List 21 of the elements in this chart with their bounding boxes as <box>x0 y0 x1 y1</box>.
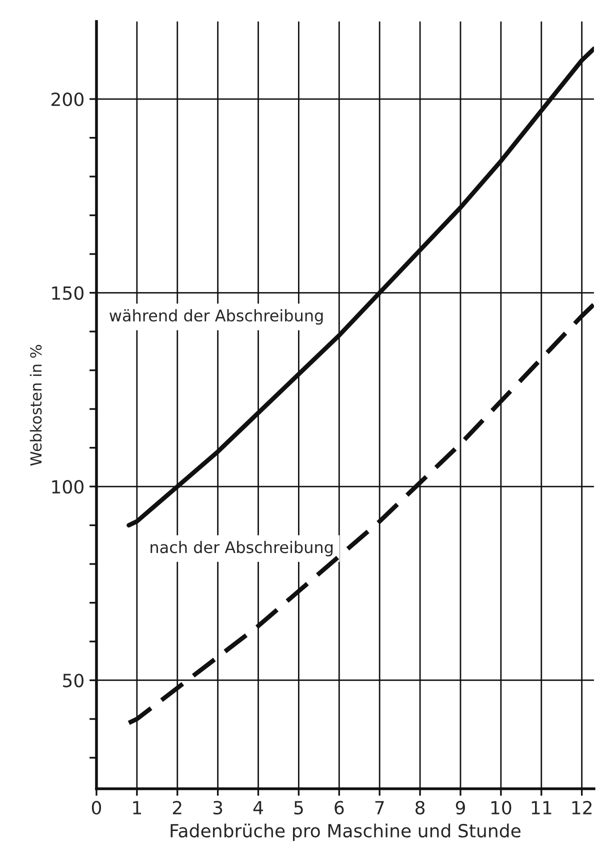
annotation: während der Abschreibung <box>110 309 323 325</box>
x-tick-label: 5 <box>294 801 303 815</box>
x-tick-label: 8 <box>416 800 425 815</box>
x-tick-label: 0 <box>92 800 102 815</box>
x-tick-label: 12 <box>572 800 592 814</box>
y-tick-label: 150 <box>52 286 84 300</box>
x-tick-label: 9 <box>456 800 465 815</box>
y-tick-label: 200 <box>52 92 84 106</box>
x-tick-label: 3 <box>213 800 222 815</box>
x-tick-label: 10 <box>491 800 512 815</box>
x-tick-label: 1 <box>133 801 141 814</box>
x-tick-label: 2 <box>172 800 182 814</box>
y-axis-title: Webkosten in % <box>30 344 42 466</box>
x-tick-label: 11 <box>532 801 552 814</box>
x-tick-label: 7 <box>375 801 384 814</box>
y-tick-label: 50 <box>63 674 84 688</box>
y-tick-label: 100 <box>52 480 84 494</box>
x-axis-title: Fadenbrüche pro Maschine und Stunde <box>170 824 520 842</box>
x-tick-label: 4 <box>253 801 263 814</box>
x-tick-label: 6 <box>334 800 344 815</box>
annotation: nach der Abschreibung <box>150 540 333 556</box>
